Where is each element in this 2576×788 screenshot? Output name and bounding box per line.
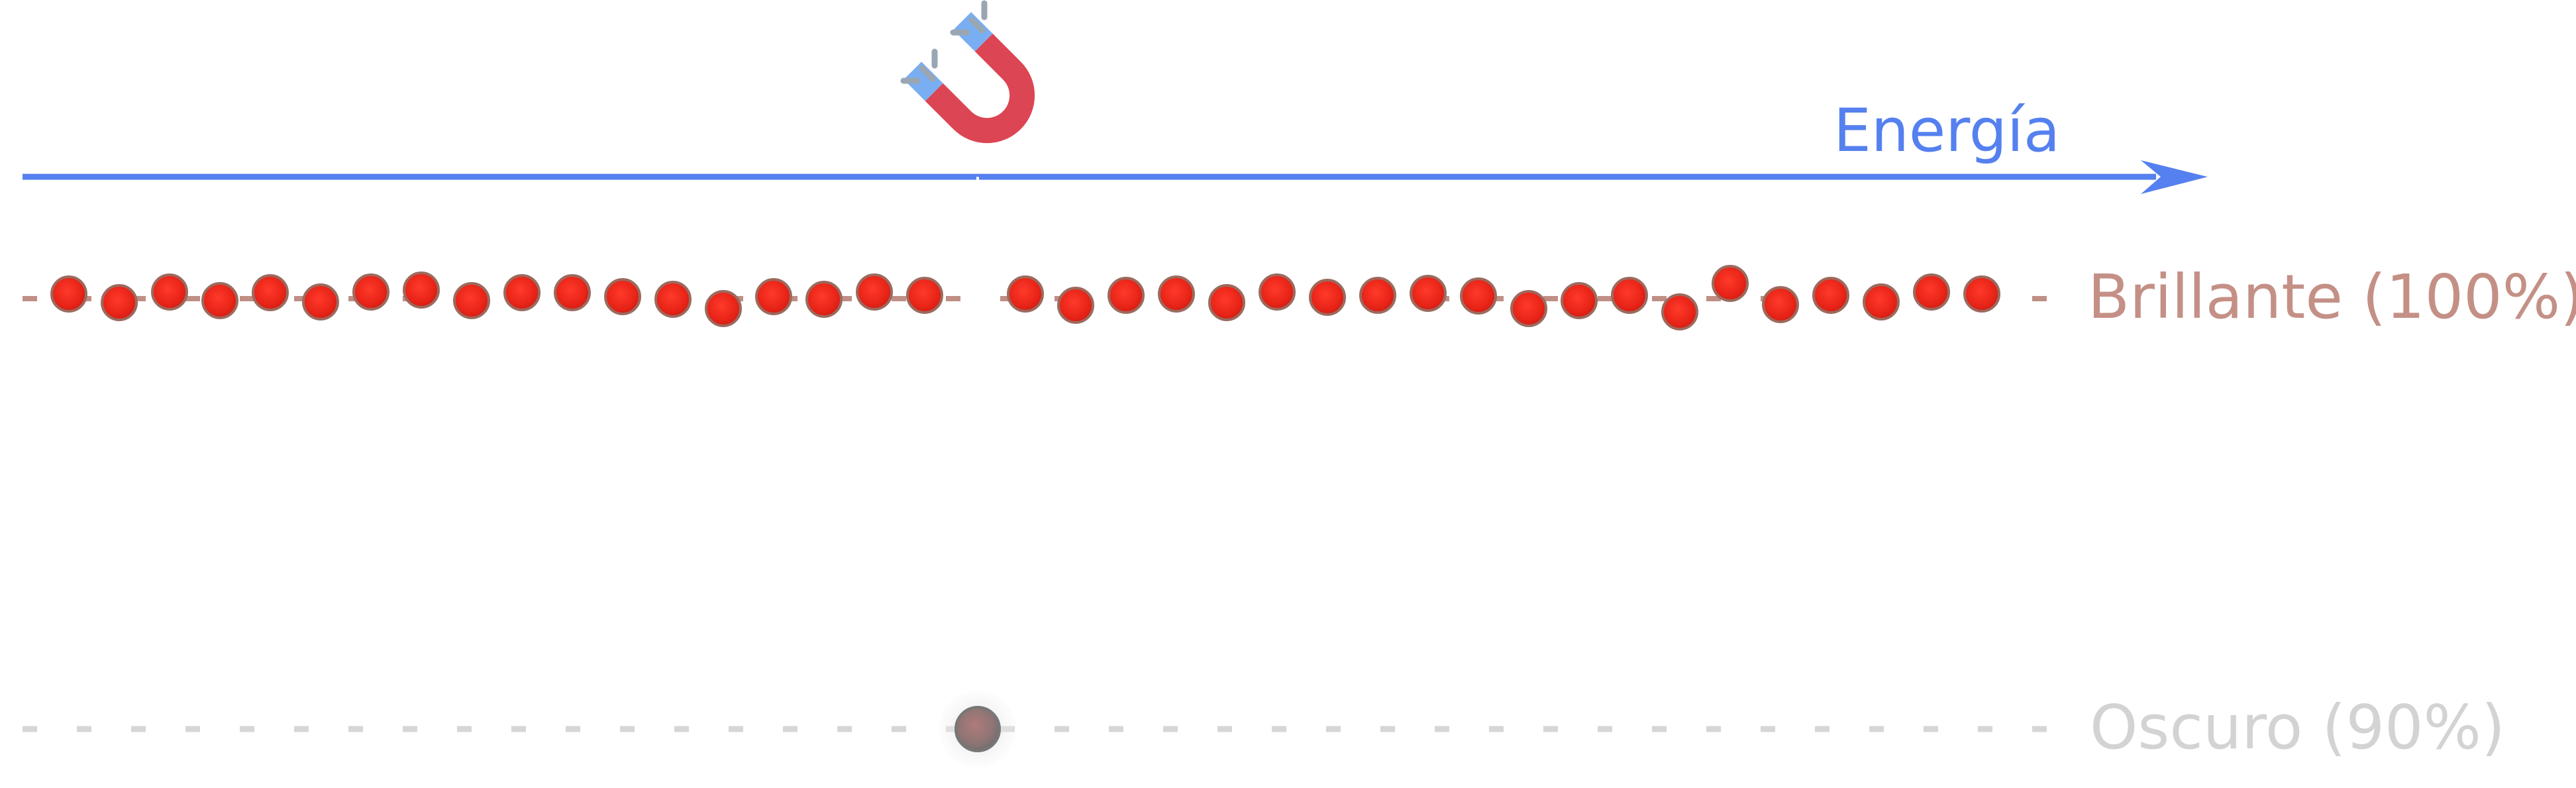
bright-particle bbox=[1259, 273, 1296, 311]
bright-particle bbox=[856, 273, 893, 311]
bright-particle bbox=[1108, 277, 1145, 314]
bright-particle bbox=[1913, 273, 1950, 311]
bright-particle bbox=[201, 282, 238, 319]
bright-level: Brillante (100%) bbox=[23, 262, 2576, 332]
magnet-icon bbox=[903, 12, 1035, 144]
bright-level-label: Brillante (100%) bbox=[2088, 262, 2576, 332]
bright-particle bbox=[1410, 275, 1447, 312]
bright-particle bbox=[1963, 275, 2000, 313]
bright-particle bbox=[50, 275, 87, 313]
magnet-sparks-icon bbox=[900, 0, 988, 84]
bright-particle bbox=[1208, 284, 1245, 321]
bright-particle bbox=[1863, 283, 1900, 320]
dark-particle bbox=[954, 706, 1001, 752]
bright-particle bbox=[1561, 282, 1598, 319]
bright-particle bbox=[654, 281, 692, 318]
bright-particle bbox=[1309, 279, 1346, 316]
bright-particle bbox=[1007, 275, 1044, 313]
bright-particle bbox=[403, 271, 440, 309]
bright-particle bbox=[906, 277, 943, 314]
dark-level: Oscuro (90%) bbox=[23, 691, 2505, 767]
bright-particle bbox=[302, 283, 339, 320]
energy-axis-label: Energía bbox=[1833, 96, 2060, 166]
bright-particles bbox=[50, 265, 2000, 330]
bright-particle bbox=[1661, 293, 1698, 330]
bright-particle bbox=[1762, 286, 1799, 323]
bright-particle bbox=[805, 281, 843, 318]
bright-particle bbox=[1460, 277, 1497, 315]
bright-particle bbox=[604, 278, 641, 315]
bright-particle bbox=[252, 274, 289, 311]
bright-particle bbox=[1712, 265, 1749, 302]
bright-particle bbox=[755, 278, 792, 315]
bright-particle bbox=[554, 274, 591, 311]
bright-particle bbox=[352, 273, 389, 311]
bright-particle bbox=[151, 273, 188, 311]
bright-particle bbox=[1510, 290, 1547, 327]
bright-particle bbox=[1158, 275, 1195, 313]
bright-particle bbox=[705, 290, 742, 327]
energy-axis-arrowhead bbox=[2141, 160, 2208, 194]
energy-axis: Energía bbox=[23, 96, 2208, 194]
bright-particle bbox=[1611, 277, 1648, 314]
bright-particle bbox=[453, 282, 490, 319]
bright-particle bbox=[1812, 277, 1849, 314]
bright-particle bbox=[503, 274, 541, 311]
bright-particle bbox=[1057, 287, 1094, 324]
dark-level-label: Oscuro (90%) bbox=[2090, 692, 2505, 763]
bright-particle bbox=[1359, 277, 1396, 314]
bright-particle bbox=[101, 284, 138, 321]
